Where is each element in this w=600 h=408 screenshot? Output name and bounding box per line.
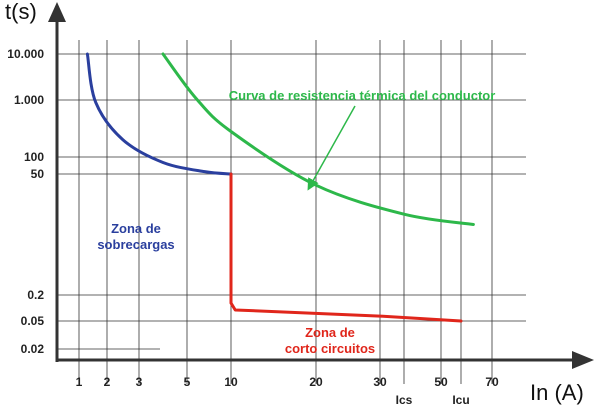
grid xyxy=(57,40,526,384)
series-line xyxy=(229,172,463,323)
y-tick-label: 10.000 xyxy=(7,47,44,61)
y-axis-title: t(s) xyxy=(5,0,37,24)
annotation-line: Curva de resistencia térmica del conduct… xyxy=(229,88,496,103)
x-tick-label: 5 xyxy=(184,375,191,389)
x-tick-label: 2 xyxy=(104,375,111,389)
annotation-line: Zona de xyxy=(111,221,161,236)
annotation-line: Zona de xyxy=(305,325,355,340)
annotation-line: sobrecargas xyxy=(97,237,174,252)
y-tick-label: 1.000 xyxy=(14,93,44,107)
annotation-termica: Curva de resistencia térmica del conduct… xyxy=(229,88,496,103)
x-extra-tick-label: Ics xyxy=(396,393,413,407)
series-line xyxy=(161,52,475,226)
annotation-corto: Zona de corto circuitos xyxy=(285,325,375,356)
series-line xyxy=(85,52,233,176)
x-extra-tick-label: Icu xyxy=(452,393,469,407)
x-tick-label: 20 xyxy=(309,375,323,389)
axes xyxy=(48,2,594,369)
y-tick-label: 50 xyxy=(31,167,45,181)
y-tick-label: 0.02 xyxy=(21,342,45,356)
x-tick-label: 70 xyxy=(485,375,499,389)
x-tick-label: 3 xyxy=(136,375,143,389)
x-tick-label: 30 xyxy=(373,375,387,389)
y-axis-arrow xyxy=(48,2,66,22)
annotation-line: corto circuitos xyxy=(285,341,375,356)
x-axis-title: In (A) xyxy=(530,380,584,405)
y-tick-label: 0.2 xyxy=(27,288,44,302)
tick-labels: 1 2 3 5 10 20 30 50 70 Ics Icu 10.000 1.000 100 50 0.2 0… xyxy=(7,47,499,407)
y-tick-label: 100 xyxy=(24,150,44,164)
x-axis-arrow xyxy=(572,351,594,369)
x-tick-label: 50 xyxy=(434,375,448,389)
annotation-sobrecargas: Zona de sobrecargas xyxy=(97,221,174,252)
series-group xyxy=(85,52,475,323)
y-tick-label: 0.05 xyxy=(21,314,45,328)
x-tick-label: 1 xyxy=(76,375,83,389)
x-tick-label: 10 xyxy=(224,375,238,389)
annotation-arrow xyxy=(307,105,356,191)
